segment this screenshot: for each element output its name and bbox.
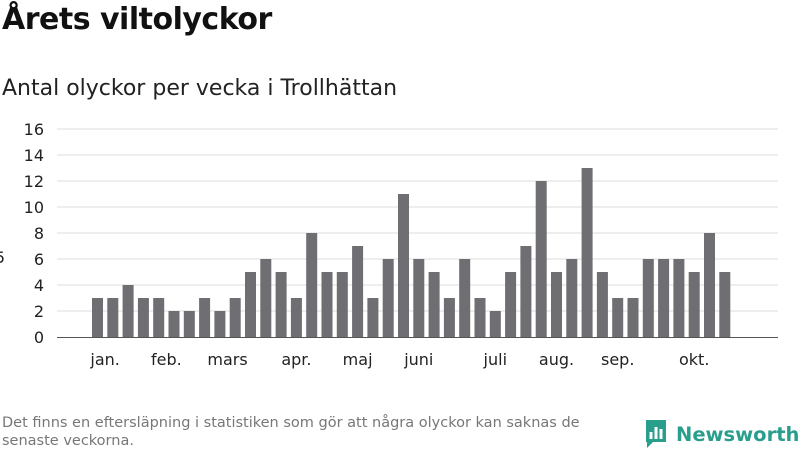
bar (551, 272, 562, 337)
x-month-label: jan. (89, 350, 119, 369)
bar (199, 298, 211, 337)
bar (306, 233, 318, 337)
bar (428, 272, 440, 337)
y-tick-label: 8 (34, 224, 44, 243)
bar (336, 272, 348, 337)
y-tick-label: 10 (24, 198, 44, 217)
bar (214, 311, 226, 337)
bar (642, 259, 654, 337)
x-month-label: mars (207, 350, 247, 369)
x-month-label: juli (483, 350, 507, 369)
y-tick-label: 2 (34, 302, 44, 321)
bar (505, 272, 517, 337)
y-tick-label: 6 (34, 250, 44, 269)
bar (474, 298, 486, 337)
x-month-label: juni (403, 350, 433, 369)
bar (168, 311, 180, 337)
x-month-label: sep. (601, 350, 634, 369)
logo-text: Newsworthy (676, 422, 800, 446)
bar (612, 298, 624, 337)
y-tick-label: 12 (24, 172, 44, 191)
x-month-label: apr. (281, 350, 311, 369)
bar (627, 298, 639, 337)
chart-title: Årets viltolyckor (2, 2, 272, 37)
bar (581, 168, 593, 337)
bar (92, 298, 103, 337)
bar (520, 246, 532, 337)
bar (413, 259, 425, 337)
bar-chart-speech-bubble-icon (646, 420, 666, 448)
bar (352, 246, 364, 337)
newsworthy-logo: Newsworthy (644, 418, 800, 450)
bar (596, 272, 608, 337)
data-label: 5 (0, 248, 5, 267)
bar (688, 272, 700, 337)
bar (658, 259, 670, 337)
bar (183, 311, 195, 337)
bar (260, 259, 272, 337)
y-tick-label: 0 (34, 328, 44, 347)
bar (673, 259, 685, 337)
bar (443, 298, 455, 337)
bar (137, 298, 149, 337)
bar (367, 298, 379, 337)
footnote: Det finns en eftersläpning i statistiken… (2, 415, 580, 449)
bar (719, 272, 731, 337)
bar (153, 298, 165, 337)
bar (535, 181, 547, 337)
chart-subtitle: Antal olyckor per vecka i Trollhättan (2, 76, 398, 101)
y-tick-label: 14 (24, 146, 44, 165)
bar (566, 259, 578, 337)
bar (704, 233, 715, 337)
x-month-label: maj (343, 350, 373, 369)
bar (245, 272, 256, 337)
bar (275, 272, 287, 337)
y-tick-label: 4 (34, 276, 44, 295)
y-tick-label: 16 (24, 120, 44, 139)
bar (122, 285, 134, 337)
bar (489, 311, 501, 337)
bar (290, 298, 302, 337)
x-month-label: aug. (539, 350, 574, 369)
bar-chart: 0 2 4 6 8 10 12 14 16 5 jan. feb. mars apr. maj juni jul… (0, 120, 778, 369)
bar (459, 259, 471, 337)
bar (321, 272, 333, 337)
bar (382, 259, 394, 337)
bar (229, 298, 241, 337)
bar (107, 298, 119, 337)
x-month-label: feb. (151, 350, 182, 369)
bar (398, 194, 409, 337)
x-month-label: okt. (679, 350, 709, 369)
